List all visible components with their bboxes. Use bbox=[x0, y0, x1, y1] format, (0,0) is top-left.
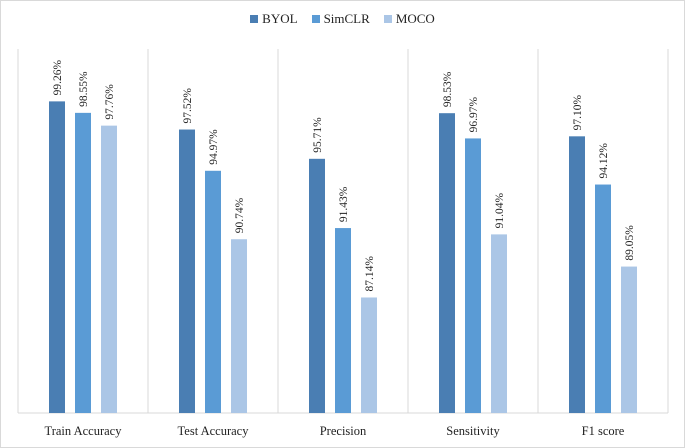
legend: BYOL SimCLR MOCO bbox=[1, 11, 684, 27]
bar-moco bbox=[231, 239, 247, 413]
data-label-moco: 97.76% bbox=[104, 84, 116, 120]
bar-simclr bbox=[465, 138, 481, 413]
data-label-byol: 97.10% bbox=[572, 94, 584, 130]
legend-item-moco: MOCO bbox=[383, 11, 435, 27]
data-label-byol: 98.53% bbox=[442, 71, 454, 107]
data-label-moco: 90.74% bbox=[234, 197, 246, 233]
legend-item-byol: BYOL bbox=[250, 11, 298, 27]
data-label-simclr: 94.12% bbox=[598, 143, 610, 179]
x-tick-label: Test Accuracy bbox=[178, 424, 250, 438]
bar-moco bbox=[101, 125, 117, 414]
bar-simclr bbox=[205, 170, 221, 413]
bar-moco bbox=[491, 234, 507, 413]
bar-byol bbox=[309, 158, 325, 413]
data-label-simclr: 94.97% bbox=[208, 129, 220, 165]
data-label-moco: 89.05% bbox=[624, 225, 636, 261]
legend-label-byol: BYOL bbox=[262, 11, 298, 26]
data-label-moco: 87.14% bbox=[364, 256, 376, 292]
x-tick-label: Sensitivity bbox=[446, 424, 500, 438]
bar-byol bbox=[49, 101, 65, 413]
bar-simclr bbox=[335, 228, 351, 413]
bar-moco bbox=[361, 297, 377, 413]
data-label-moco: 91.04% bbox=[494, 192, 506, 228]
x-tick-label: Train Accuracy bbox=[45, 424, 123, 438]
legend-swatch-byol bbox=[250, 15, 259, 23]
data-label-simclr: 98.55% bbox=[78, 71, 90, 107]
data-label-byol: 95.71% bbox=[312, 117, 324, 153]
bar-simclr bbox=[595, 184, 611, 413]
legend-item-simclr: SimCLR bbox=[311, 11, 370, 27]
bar-byol bbox=[569, 136, 585, 413]
data-label-simclr: 91.43% bbox=[338, 186, 350, 222]
x-tick-label: F1 score bbox=[582, 424, 625, 438]
data-label-byol: 97.52% bbox=[182, 88, 194, 124]
data-label-byol: 99.26% bbox=[52, 59, 64, 95]
legend-label-simclr: SimCLR bbox=[323, 11, 370, 26]
data-label-simclr: 96.97% bbox=[468, 97, 480, 133]
bar-simclr bbox=[75, 112, 91, 414]
bar-byol bbox=[179, 129, 195, 413]
x-tick-label: Precision bbox=[320, 424, 367, 438]
bar-moco bbox=[621, 266, 637, 413]
legend-label-moco: MOCO bbox=[395, 11, 435, 26]
bar-byol bbox=[439, 113, 455, 413]
legend-swatch-simclr bbox=[311, 15, 320, 23]
legend-swatch-moco bbox=[383, 15, 392, 23]
